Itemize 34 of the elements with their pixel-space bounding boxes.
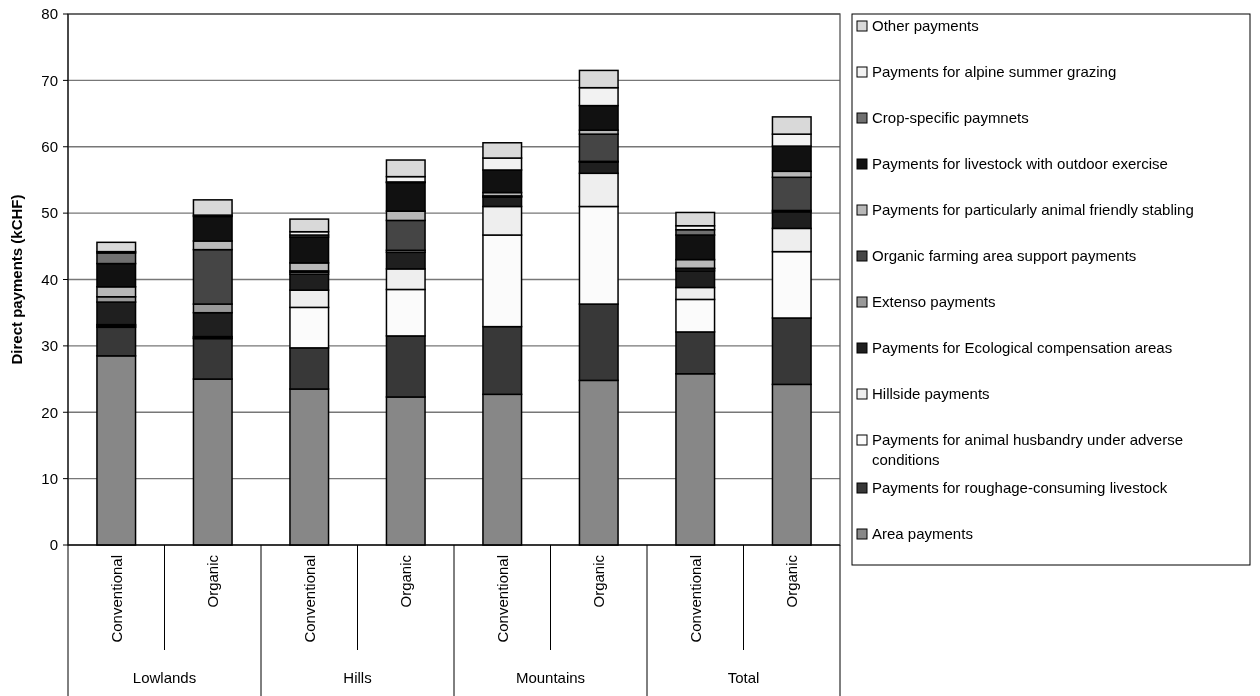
x-tick-label: Conventional <box>107 555 125 643</box>
y-tick-label: 30 <box>41 337 58 355</box>
y-tick-label: 50 <box>41 204 58 222</box>
legend-label: Other payments <box>872 17 979 34</box>
y-axis-title: Direct payments (kCHF) <box>8 194 25 365</box>
text: Total <box>727 669 760 686</box>
legend-label: Payments for alpine summer grazing <box>872 63 1117 80</box>
x-tick-label: Organic <box>783 554 800 608</box>
x-tick-label: Conventional <box>493 555 511 643</box>
x-tick-label: Organic <box>204 554 221 608</box>
legend-label: Organic farming area support payments <box>872 247 1137 264</box>
legend-label: Crop-specific paymnets <box>872 109 1029 126</box>
legend-label: Extenso payments <box>872 293 996 310</box>
legend-label: Area payments <box>872 525 973 542</box>
x-tick-label: Conventional <box>300 555 318 643</box>
y-tick-label: 20 <box>41 403 58 421</box>
y-tick-label: 70 <box>41 71 58 89</box>
x-tick-label: Organic <box>590 554 607 608</box>
x-tick-label: Organic <box>397 554 414 608</box>
legend-label: Payments for animal husbandry under adverse conditions <box>872 431 1184 468</box>
legend-label: Payments for particularly animal friendly stabling <box>872 201 1194 218</box>
text: Hills <box>343 669 372 686</box>
y-tick-label: 80 <box>41 5 58 23</box>
legend-label: Payments for livestock with outdoor exercise <box>872 155 1168 172</box>
text: Mountains <box>515 669 586 686</box>
legend-label: Payments for roughage-consuming livestock <box>872 479 1168 496</box>
y-tick-label: 10 <box>41 469 58 487</box>
y-tick-label: 60 <box>41 138 58 155</box>
legend-label: Hillside payments <box>872 385 990 402</box>
text: Lowlands <box>132 669 197 686</box>
x-tick-label: Conventional <box>686 555 704 643</box>
y-tick-label: 0 <box>49 536 58 554</box>
y-tick-label: 40 <box>41 270 58 288</box>
legend-label: Payments for Ecological compensation areas <box>872 339 1173 356</box>
